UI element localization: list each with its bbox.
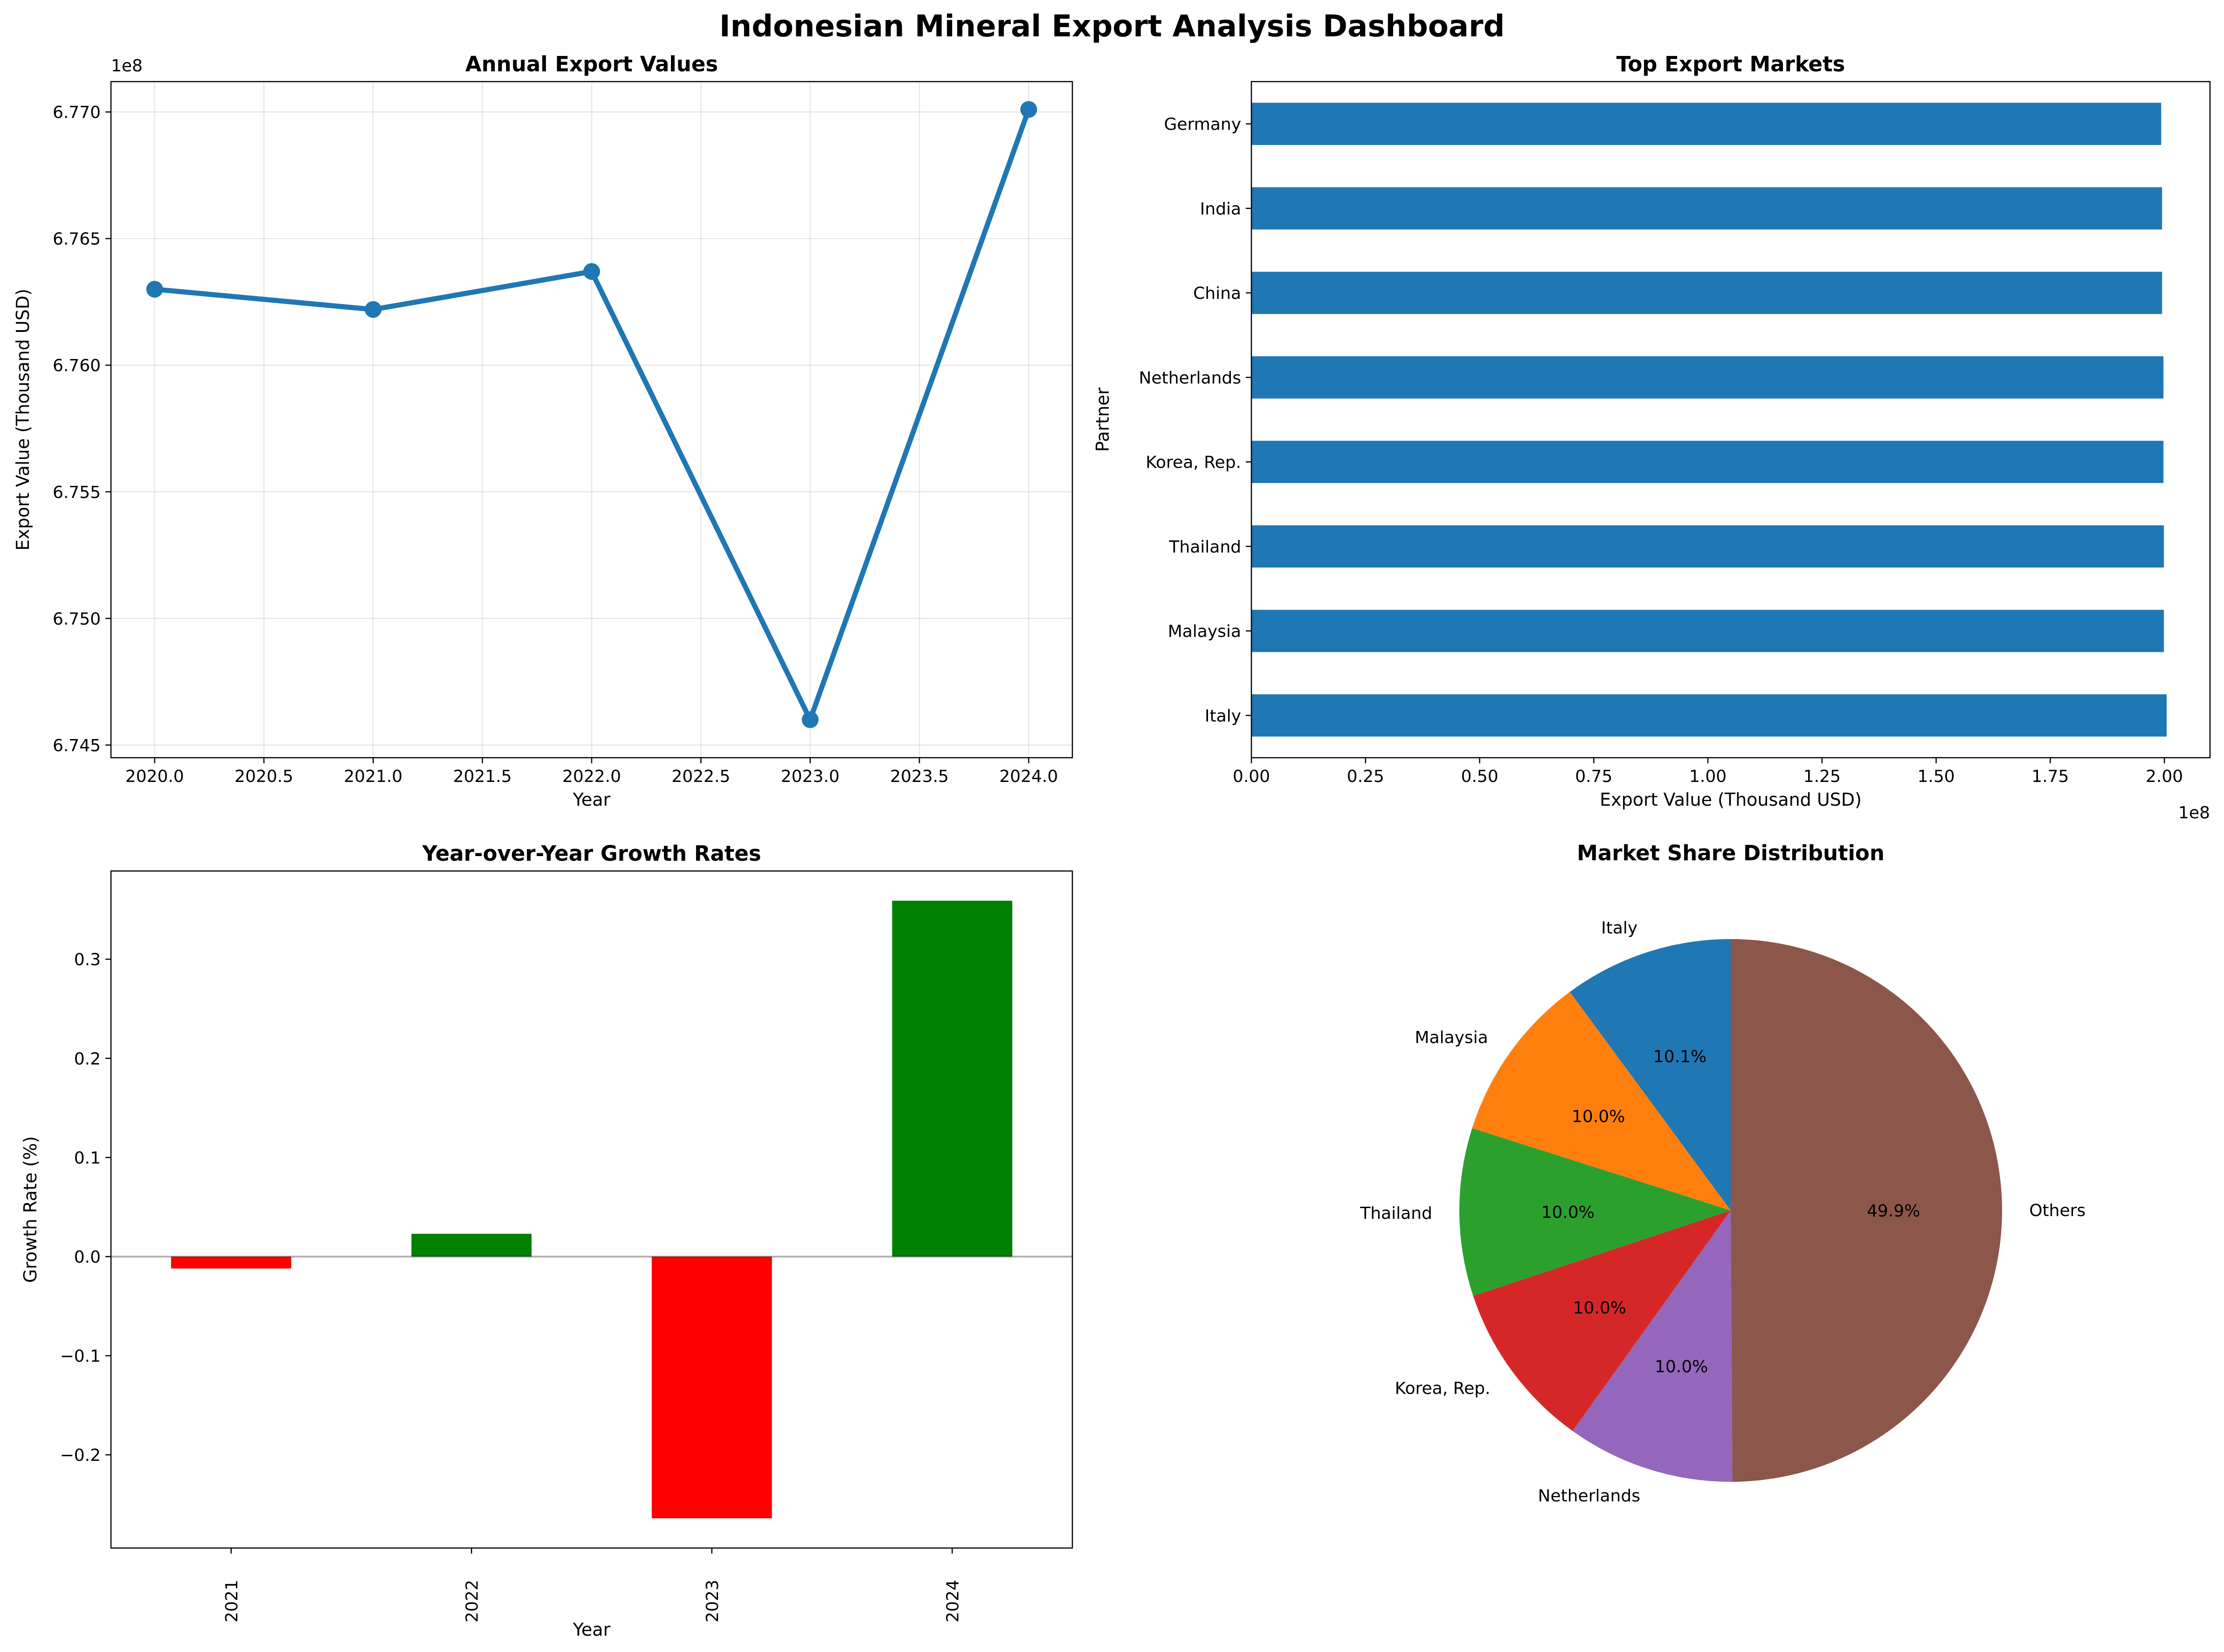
x-tick-label: 2022.0 — [562, 767, 621, 786]
y-tick-label: −0.2 — [60, 1446, 101, 1465]
y-tick-label: 6.750 — [53, 609, 101, 629]
partner-bar — [1251, 356, 2164, 399]
x-tick-label: 0.00 — [1233, 767, 1270, 786]
top-export-markets-bar-chart: Italy Malaysia Thailand Korea, Rep. Netherla… — [1092, 52, 2211, 823]
y-tick-label: 6.765 — [53, 230, 101, 249]
growth-bar — [651, 1256, 772, 1519]
x-tick-label: 2022 — [463, 1580, 482, 1623]
y-tick-label: 0.1 — [74, 1148, 101, 1168]
slice-label: Netherlands — [1538, 1486, 1640, 1506]
x-tick-label: 0.25 — [1347, 767, 1384, 786]
y-tick-label: 6.745 — [53, 736, 101, 755]
partner-bar — [1251, 271, 2162, 314]
growth-rate-bar-chart: 2021 2022 2023 2024 −0.2 −0.1 0.0 0.1 0.2 0.3 Year… — [20, 841, 1073, 1640]
x-tick-label: 2.00 — [2146, 767, 2183, 786]
x-tick-label: 0.50 — [1461, 767, 1498, 786]
slice-percent-label: 10.0% — [1541, 1203, 1595, 1222]
partner-label: China — [1193, 284, 1241, 303]
y-axis-label: Partner — [1092, 387, 1113, 452]
pie-slice — [1731, 939, 2003, 1482]
y-tick-label: 0.2 — [74, 1050, 101, 1069]
slice-label: Italy — [1601, 919, 1637, 938]
x-tick-label: 2020.5 — [235, 767, 293, 786]
x-tick-label: 2023.0 — [781, 767, 840, 786]
axes-frame — [1250, 81, 2211, 759]
partner-bar — [1251, 694, 2167, 737]
y-tick-label: 0.3 — [74, 950, 101, 969]
pie-slice — [1572, 1210, 1733, 1482]
slice-percent-label: 49.9% — [1867, 1202, 1920, 1221]
partner-bar — [1251, 441, 2164, 483]
data-point — [583, 263, 600, 280]
slice-percent-label: 10.0% — [1573, 1299, 1626, 1318]
partner-label: India — [1200, 200, 1241, 219]
slice-label: Korea, Rep. — [1395, 1379, 1491, 1398]
slice-percent-label: 10.0% — [1572, 1107, 1625, 1127]
y-tick-label: 6.755 — [53, 483, 101, 502]
partner-label: Germany — [1164, 115, 1241, 134]
chart-title: Annual Export Values — [465, 52, 718, 76]
pie-slice — [1472, 992, 1731, 1210]
x-tick-label: 1.75 — [2031, 767, 2069, 786]
chart-title: Top Export Markets — [1616, 52, 1845, 76]
axes-frame — [110, 870, 1073, 1549]
growth-bar — [171, 1256, 291, 1269]
x-tick-label: 1.25 — [1803, 767, 1841, 786]
x-tick-label: 2020.0 — [125, 767, 184, 786]
y-offset-label: 1e8 — [111, 56, 143, 76]
y-tick-label: 6.760 — [53, 356, 101, 375]
x-axis-label: Export Value (Thousand USD) — [1600, 789, 1862, 810]
data-point — [801, 711, 819, 728]
x-axis-label: Year — [573, 1619, 611, 1640]
y-axis-label: Export Value (Thousand USD) — [13, 289, 33, 551]
market-share-pie-chart: 10.1% Italy 10.0% Malaysia 10.0% Thailand 10.0… — [1360, 841, 2086, 1506]
annual-export-line-chart: 2020.0 2020.5 2021.0 2021.5 2022.0 2022.5 2023… — [13, 52, 1073, 810]
y-axis-label: Growth Rate (%) — [20, 1136, 41, 1283]
x-tick-label: 2024.0 — [999, 767, 1058, 786]
x-offset-label: 1e8 — [2178, 803, 2210, 823]
x-tick-label: 2021.5 — [453, 767, 512, 786]
partner-label: Thailand — [1168, 538, 1241, 557]
x-axis-label: Year — [573, 789, 611, 810]
figure-title: Indonesian Mineral Export Analysis Dashb… — [719, 9, 1505, 44]
axes-frame — [110, 81, 1073, 759]
partner-bar — [1251, 103, 2162, 145]
x-tick-label: 1.00 — [1689, 767, 1727, 786]
chart-title: Year-over-Year Growth Rates — [421, 841, 761, 866]
partner-label: Netherlands — [1139, 368, 1241, 387]
x-tick-label: 2021.0 — [344, 767, 402, 786]
data-point — [146, 281, 163, 298]
x-tick-label: 2023.5 — [890, 767, 949, 786]
partner-bar — [1251, 609, 2164, 652]
partner-label: Malaysia — [1168, 622, 1241, 641]
y-tick-label: 0.0 — [74, 1248, 101, 1267]
pie-slice — [1473, 1210, 1731, 1431]
slice-label: Others — [2029, 1201, 2086, 1220]
y-tick-label: −0.1 — [60, 1347, 101, 1366]
partner-label: Korea, Rep. — [1146, 453, 1241, 472]
slice-percent-label: 10.1% — [1653, 1047, 1706, 1066]
pie-slice — [1459, 1128, 1731, 1296]
chart-title: Market Share Distribution — [1577, 841, 1885, 865]
growth-bar — [892, 900, 1013, 1257]
data-point — [365, 301, 382, 318]
data-point — [1020, 101, 1037, 118]
partner-bar — [1251, 187, 2162, 230]
x-tick-label: 2024 — [943, 1580, 962, 1623]
x-tick-label: 2023 — [703, 1580, 722, 1623]
partner-bar — [1251, 525, 2164, 568]
y-tick-label: 6.770 — [53, 103, 101, 122]
x-tick-label: 2022.5 — [671, 767, 730, 786]
slice-percent-label: 10.0% — [1655, 1357, 1708, 1376]
x-tick-label: 2021 — [222, 1580, 242, 1623]
growth-bar — [411, 1234, 532, 1257]
pie-slice — [1569, 939, 1731, 1210]
slice-label: Thailand — [1360, 1204, 1432, 1223]
slice-label: Malaysia — [1415, 1028, 1488, 1047]
x-tick-label: 1.50 — [1917, 767, 1955, 786]
partner-label: Italy — [1205, 706, 1241, 726]
x-tick-label: 0.75 — [1575, 767, 1612, 786]
